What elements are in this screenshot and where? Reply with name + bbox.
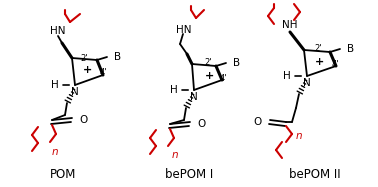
Text: NH: NH <box>282 20 298 30</box>
Text: +: + <box>315 57 325 67</box>
Text: HN: HN <box>176 25 192 35</box>
Text: +: + <box>84 65 93 75</box>
Text: 4': 4' <box>220 73 228 82</box>
Text: H: H <box>51 80 59 90</box>
Text: n: n <box>52 147 59 157</box>
Text: H: H <box>283 71 291 81</box>
Text: +: + <box>204 71 214 81</box>
Text: B: B <box>347 44 354 54</box>
Text: HN: HN <box>50 26 65 36</box>
Text: N: N <box>71 87 79 97</box>
Text: 4': 4' <box>100 68 107 76</box>
Text: O: O <box>254 117 262 127</box>
Text: bePOM I: bePOM I <box>165 168 213 182</box>
Text: B: B <box>233 58 240 68</box>
Text: 2': 2' <box>314 44 322 53</box>
Text: N: N <box>303 78 311 88</box>
Text: 2': 2' <box>80 53 87 62</box>
Text: O: O <box>79 115 87 125</box>
Text: n: n <box>296 131 303 141</box>
Text: O: O <box>197 119 205 129</box>
Text: bePOM II: bePOM II <box>289 168 341 182</box>
Text: 2': 2' <box>204 57 212 67</box>
Text: B: B <box>114 52 121 62</box>
Text: POM: POM <box>50 168 76 182</box>
Text: 4': 4' <box>332 59 339 68</box>
Text: n: n <box>172 150 179 160</box>
Text: H: H <box>170 85 178 95</box>
Text: N: N <box>190 92 198 102</box>
